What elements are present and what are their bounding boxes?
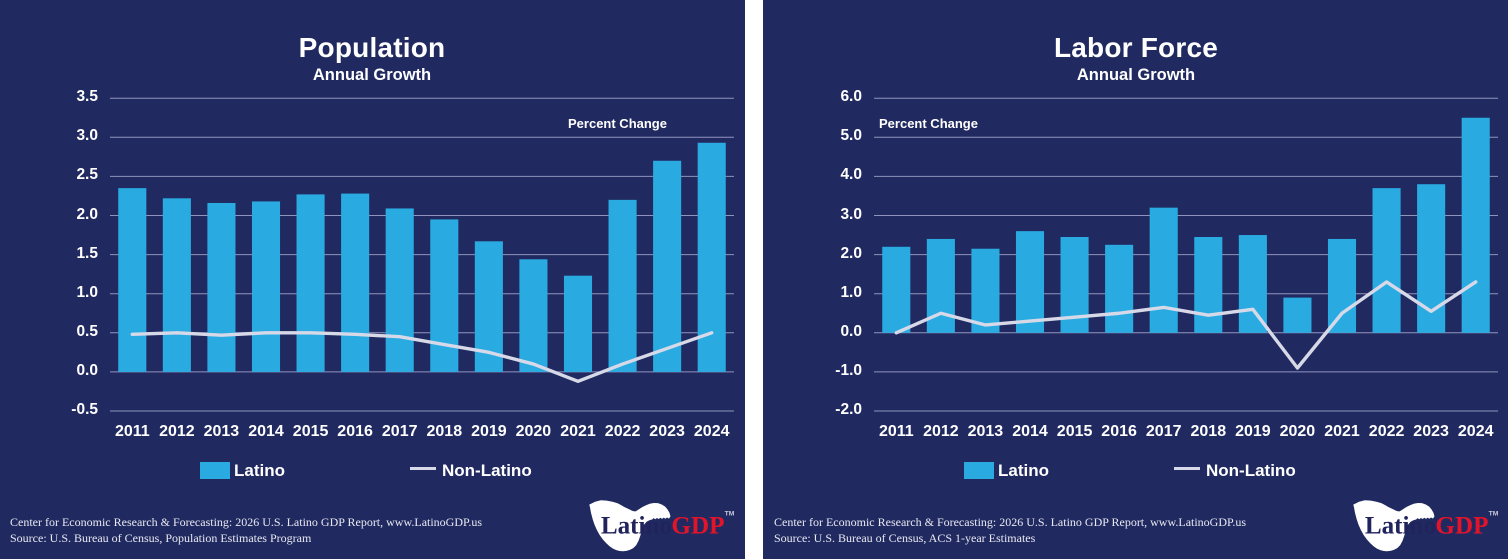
svg-text:Latino: Latino: [1365, 513, 1436, 540]
svg-text:TM: TM: [725, 510, 735, 517]
svg-text:Latino: Latino: [601, 513, 672, 540]
svg-text:GDP: GDP: [1435, 513, 1488, 540]
svg-text:GDP: GDP: [671, 513, 724, 540]
svg-text:TM: TM: [1489, 510, 1499, 517]
